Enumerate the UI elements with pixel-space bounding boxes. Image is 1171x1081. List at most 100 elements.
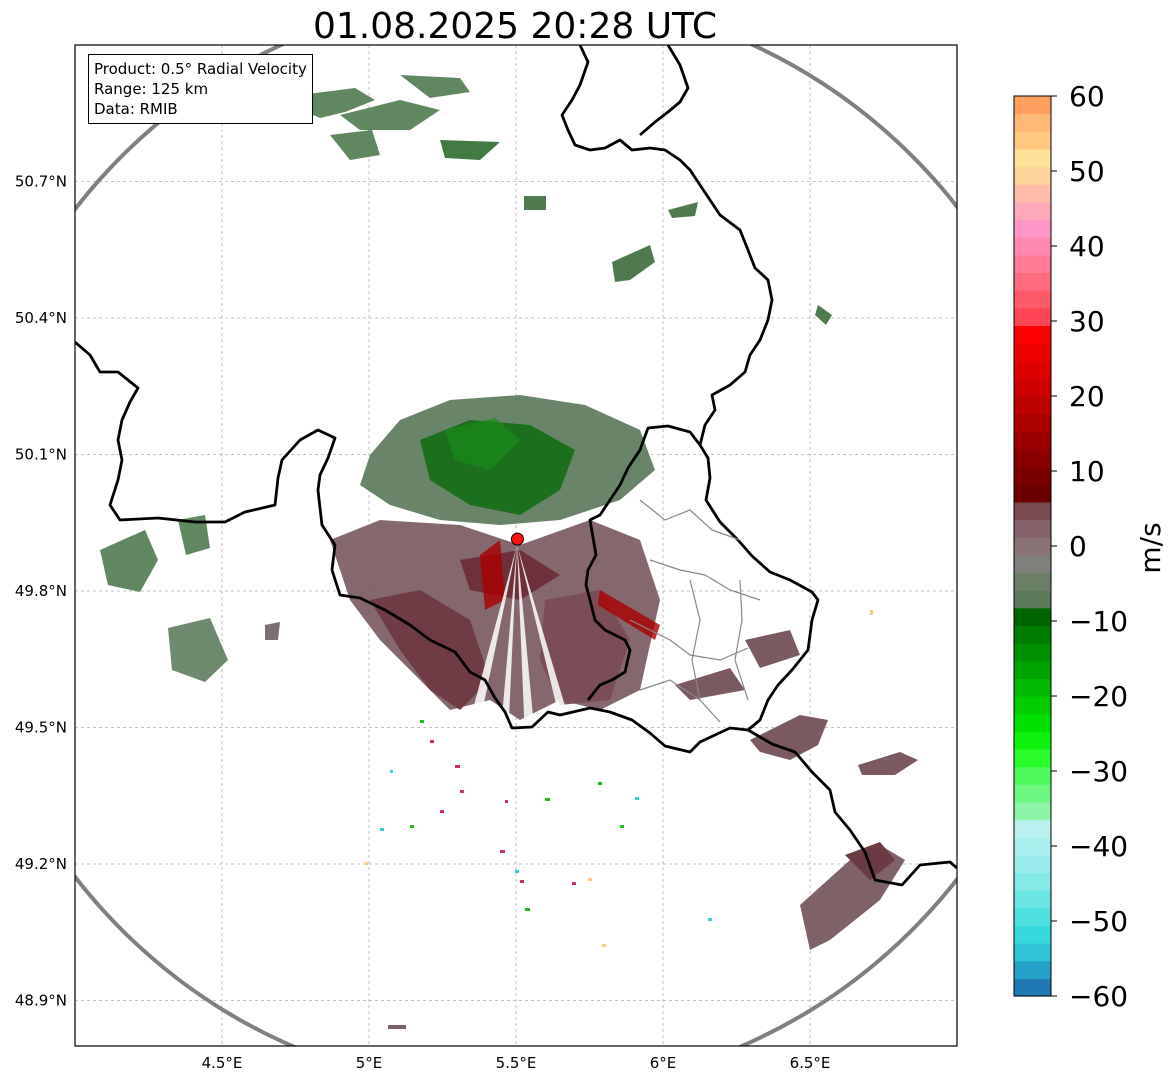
colorbar-band <box>1014 307 1051 327</box>
x-tick-label: 6.5°E <box>790 1054 831 1072</box>
colorbar-band <box>1014 625 1051 644</box>
info-product: Product: 0.5° Radial Velocity <box>94 60 307 78</box>
map-title: 01.08.2025 20:28 UTC <box>313 6 717 47</box>
y-tick-label: 48.9°N <box>15 992 67 1010</box>
colorbar-band <box>1014 484 1051 503</box>
colorbar-band <box>1014 854 1051 874</box>
info-data-source: Data: RMIB <box>94 100 178 118</box>
echo-cell <box>845 842 895 880</box>
radar-site-marker[interactable] <box>510 532 524 546</box>
echo-region-approaching <box>445 418 520 470</box>
echo-cell <box>745 630 800 668</box>
colorbar-band <box>1014 113 1051 132</box>
colorbar-band <box>1014 537 1051 556</box>
echo-beam-gap <box>517 545 568 720</box>
colorbar-band <box>1014 978 1051 997</box>
colorbar-band <box>1014 925 1051 944</box>
colorbar-ticks: 60 50 40 30 20 10 0 −10 −20 −30 −40 −50 −60 <box>1051 80 1128 1013</box>
echo-cell <box>300 88 375 118</box>
y-tick-label: 50.7°N <box>15 173 67 191</box>
colorbar-tick-label: −30 <box>1069 755 1128 788</box>
y-axis-ticks: 50.7°N 50.4°N 50.1°N 49.8°N 49.5°N 49.2°N 48.9… <box>15 173 67 1010</box>
colorbar-tick-label: 20 <box>1069 380 1105 413</box>
colorbar-tick-label: 50 <box>1069 155 1105 188</box>
colorbar-band <box>1014 466 1051 485</box>
colorbar-tick-label: 30 <box>1069 305 1105 338</box>
colorbar-band <box>1014 96 1051 115</box>
colorbar-band <box>1014 748 1051 768</box>
colorbar-band <box>1014 184 1051 203</box>
colorbar-band <box>1014 554 1051 574</box>
echo-cell <box>858 752 918 775</box>
border-belgium-france-west <box>75 340 957 887</box>
colorbar-band <box>1014 890 1051 909</box>
colorbar-tick-label: −60 <box>1069 980 1128 1013</box>
x-tick-label: 5.5°E <box>496 1054 537 1072</box>
echo-cell <box>815 305 832 325</box>
colorbar-band <box>1014 590 1051 609</box>
colorbar-band <box>1014 819 1051 838</box>
colorbar-tick-label: −10 <box>1069 605 1128 638</box>
y-tick-label: 49.2°N <box>15 855 67 873</box>
colorbar-band <box>1014 607 1051 627</box>
colorbar-band <box>1014 960 1051 979</box>
colorbar-band <box>1014 396 1051 415</box>
echo-cell <box>440 140 500 160</box>
colorbar-band <box>1014 519 1051 538</box>
echo-cell <box>750 715 828 760</box>
colorbar-band <box>1014 360 1051 379</box>
echo-speckles <box>410 720 624 911</box>
echo-cell <box>265 622 280 640</box>
colorbar-tick-label: −40 <box>1069 830 1128 863</box>
colorbar-band <box>1014 696 1051 715</box>
x-tick-label: 6°E <box>650 1054 677 1072</box>
x-tick-label: 5°E <box>356 1054 383 1072</box>
echo-speckles <box>365 610 873 947</box>
colorbar-band <box>1014 907 1051 927</box>
colorbar-band <box>1014 378 1051 397</box>
colorbar-tick-label: 40 <box>1069 230 1105 263</box>
info-range: Range: 125 km <box>94 80 209 98</box>
colorbar-band <box>1014 801 1051 821</box>
map-frame <box>74 44 958 1047</box>
echo-cell <box>524 196 546 210</box>
echo-cell <box>330 130 380 160</box>
colorbar-tick-label: −20 <box>1069 680 1128 713</box>
country-borders <box>75 45 957 887</box>
echo-cell <box>480 540 505 610</box>
colorbar-band <box>1014 766 1051 785</box>
y-tick-label: 50.4°N <box>15 309 67 327</box>
colorbar-band <box>1014 254 1051 274</box>
colorbar-band <box>1014 660 1051 679</box>
border-germany-north <box>639 45 690 137</box>
colorbar-band <box>1014 343 1051 362</box>
echo-cell <box>100 530 158 592</box>
colorbar-tick-label: −50 <box>1069 905 1128 938</box>
colorbar-band <box>1014 643 1051 662</box>
border-germany <box>560 45 774 446</box>
colorbar-unit: m/s <box>1134 522 1167 573</box>
colorbar-band <box>1014 325 1051 344</box>
echo-speckles <box>430 740 576 885</box>
colorbar-band <box>1014 837 1051 856</box>
colorbar-band <box>1014 272 1051 291</box>
colorbar-band <box>1014 290 1051 309</box>
map-panel <box>74 44 958 1047</box>
colorbar-band <box>1014 148 1051 168</box>
y-tick-label: 49.8°N <box>15 582 67 600</box>
district-borders <box>629 499 761 723</box>
colorbar-band <box>1014 678 1051 697</box>
colorbar-band <box>1014 943 1051 962</box>
border-luxembourg-west <box>584 424 702 701</box>
echo-speckles <box>380 770 712 921</box>
colorbar-bands <box>1014 96 1051 997</box>
x-axis-ticks: 4.5°E 5°E 5.5°E 6°E 6.5°E <box>202 1054 831 1072</box>
colorbar-band <box>1014 872 1051 891</box>
echo-cell <box>400 75 470 98</box>
echo-cell <box>168 618 228 682</box>
y-tick-label: 50.1°N <box>15 446 67 464</box>
colorbar-band <box>1014 448 1051 468</box>
colorbar-band <box>1014 131 1051 150</box>
y-tick-label: 49.5°N <box>15 719 67 737</box>
border-luxembourg-east <box>698 444 820 732</box>
